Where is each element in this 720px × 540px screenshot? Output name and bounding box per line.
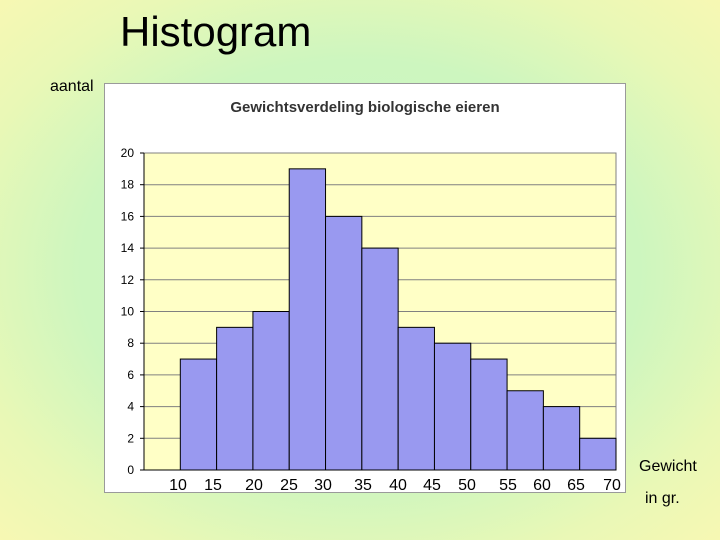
y-tick-label: 18	[121, 178, 135, 192]
y-tick-label: 16	[121, 209, 135, 223]
x-bin-label: 15	[204, 477, 222, 494]
histogram-bar	[579, 437, 617, 471]
y-tick-label: 2	[127, 431, 134, 445]
y-tick-label: 14	[121, 241, 135, 255]
histogram-bar	[361, 247, 399, 471]
histogram-bar	[252, 311, 290, 471]
x-bin-label: 65	[567, 477, 585, 494]
x-bin-label: 70	[603, 477, 621, 494]
histogram-bar	[325, 215, 363, 471]
x-bin-label: 45	[423, 477, 441, 494]
histogram-bar	[542, 406, 581, 471]
histogram-bar	[433, 342, 472, 471]
histogram-bar	[506, 390, 544, 471]
y-tick-label: 20	[121, 146, 135, 160]
x-bin-label: 25	[280, 477, 298, 494]
y-tick-label: 12	[121, 273, 135, 287]
x-bin-label: 35	[354, 477, 372, 494]
slide-title: Histogram	[120, 8, 312, 55]
chart-title: Gewichtsverdeling biologische eieren	[230, 99, 499, 116]
y-tick-label: 6	[127, 368, 134, 382]
histogram-bar	[470, 358, 508, 471]
histogram-bar	[179, 358, 218, 471]
x-bin-label: 10	[169, 477, 187, 494]
y-tick-label: 4	[127, 400, 134, 414]
y-tick-label: 10	[121, 305, 135, 319]
x-bin-label: 20	[245, 477, 263, 494]
x-axis-caption-line2: in gr.	[645, 490, 680, 507]
histogram-bar	[288, 168, 327, 471]
x-axis-caption-line1: Gewicht	[639, 458, 697, 475]
x-bin-label: 50	[458, 477, 476, 494]
x-bin-label: 60	[533, 477, 551, 494]
x-bin-label: 40	[389, 477, 407, 494]
x-bin-label: 55	[499, 477, 517, 494]
y-tick-label: 0	[127, 463, 134, 477]
y-tick-label: 8	[127, 336, 134, 350]
histogram-bar	[397, 326, 435, 471]
histogram-bar	[216, 326, 254, 471]
y-axis-caption: aantal	[50, 78, 94, 95]
x-bin-label: 30	[314, 477, 332, 494]
